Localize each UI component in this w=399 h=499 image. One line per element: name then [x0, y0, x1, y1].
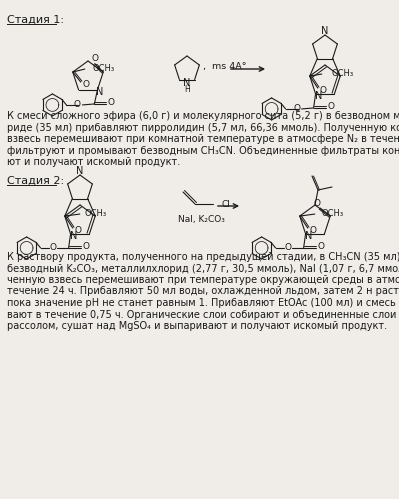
Text: Стадия 1:: Стадия 1:	[7, 15, 64, 25]
Text: N: N	[315, 91, 322, 101]
Text: O: O	[293, 104, 300, 113]
Text: рассолом, сушат над MgSO₄ и выпаривают и получают искомый продукт.: рассолом, сушат над MgSO₄ и выпаривают и…	[7, 321, 387, 331]
Text: течение 24 ч. Прибавляют 50 мл воды, охлажденной льдом, затем 2 н раствор KHSO₄,: течение 24 ч. Прибавляют 50 мл воды, охл…	[7, 286, 399, 296]
Text: OCH₃: OCH₃	[85, 209, 107, 218]
Text: O: O	[82, 243, 89, 251]
Text: O: O	[327, 102, 334, 111]
Text: N: N	[76, 166, 84, 176]
Text: вают в течение 0,75 ч. Органические слои собирают и объединенные слои промывают: вают в течение 0,75 ч. Органические слои…	[7, 309, 399, 319]
Text: безводный K₂CO₃, металлилхлорид (2,77 г, 30,5 ммоль), NaI (1,07 г, 6,7 ммоль). П: безводный K₂CO₃, металлилхлорид (2,77 г,…	[7, 263, 399, 273]
Text: O: O	[317, 243, 324, 251]
Text: H: H	[184, 85, 190, 94]
Text: ют и получают искомый продукт.: ют и получают искомый продукт.	[7, 157, 180, 167]
Text: Стадия 2:: Стадия 2:	[7, 176, 64, 186]
Text: O: O	[309, 226, 316, 235]
Text: O: O	[74, 100, 81, 109]
Text: O: O	[91, 54, 98, 63]
Text: ,  ms 4A°: , ms 4A°	[203, 61, 247, 70]
Text: N: N	[183, 77, 191, 87]
Text: риде (35 мл) прибавляют пирролидин (5,7 мл, 66,36 ммоль). Полученную коричневую: риде (35 мл) прибавляют пирролидин (5,7 …	[7, 122, 399, 133]
Text: O: O	[314, 199, 321, 208]
Text: O: O	[319, 85, 326, 94]
Text: пока значение pH не станет равным 1. Прибавляют EtOAc (100 мл) и смесь перемеши-: пока значение pH не станет равным 1. При…	[7, 298, 399, 308]
Text: O: O	[49, 244, 56, 252]
Text: фильтруют и промывают безводным CH₃CN. Объединенные фильтраты концентриру-: фильтруют и промывают безводным CH₃CN. О…	[7, 146, 399, 156]
Text: OCH₃: OCH₃	[322, 209, 344, 218]
Text: К смеси сложного эфира (6,0 г) и молекулярного сита (5,2 г) в безводном метиленх: К смеси сложного эфира (6,0 г) и молекул…	[7, 111, 399, 121]
Text: N: N	[96, 87, 103, 97]
Text: OCH₃: OCH₃	[93, 63, 115, 72]
Text: К раствору продукта, полученного на предыдущей стадии, в CH₃CN (35 мл) прибавляю: К раствору продукта, полученного на пред…	[7, 252, 399, 262]
Text: N: N	[321, 26, 329, 36]
Text: ченную взвесь перемешивают при температуре окружающей среды в атмосфере N₂ в: ченную взвесь перемешивают при температу…	[7, 275, 399, 285]
Text: O: O	[82, 79, 89, 88]
Text: O: O	[108, 98, 115, 107]
Text: O: O	[284, 244, 291, 252]
Text: NaI, K₂CO₃: NaI, K₂CO₃	[178, 215, 224, 224]
Text: OCH₃: OCH₃	[332, 68, 354, 77]
Text: O: O	[74, 226, 81, 235]
Text: N: N	[70, 231, 77, 241]
Text: взвесь перемешивают при комнатной температуре в атмосфере N₂ в течение 24 ч,: взвесь перемешивают при комнатной темпер…	[7, 134, 399, 144]
Text: N: N	[305, 231, 312, 241]
Text: Cl: Cl	[222, 200, 231, 209]
